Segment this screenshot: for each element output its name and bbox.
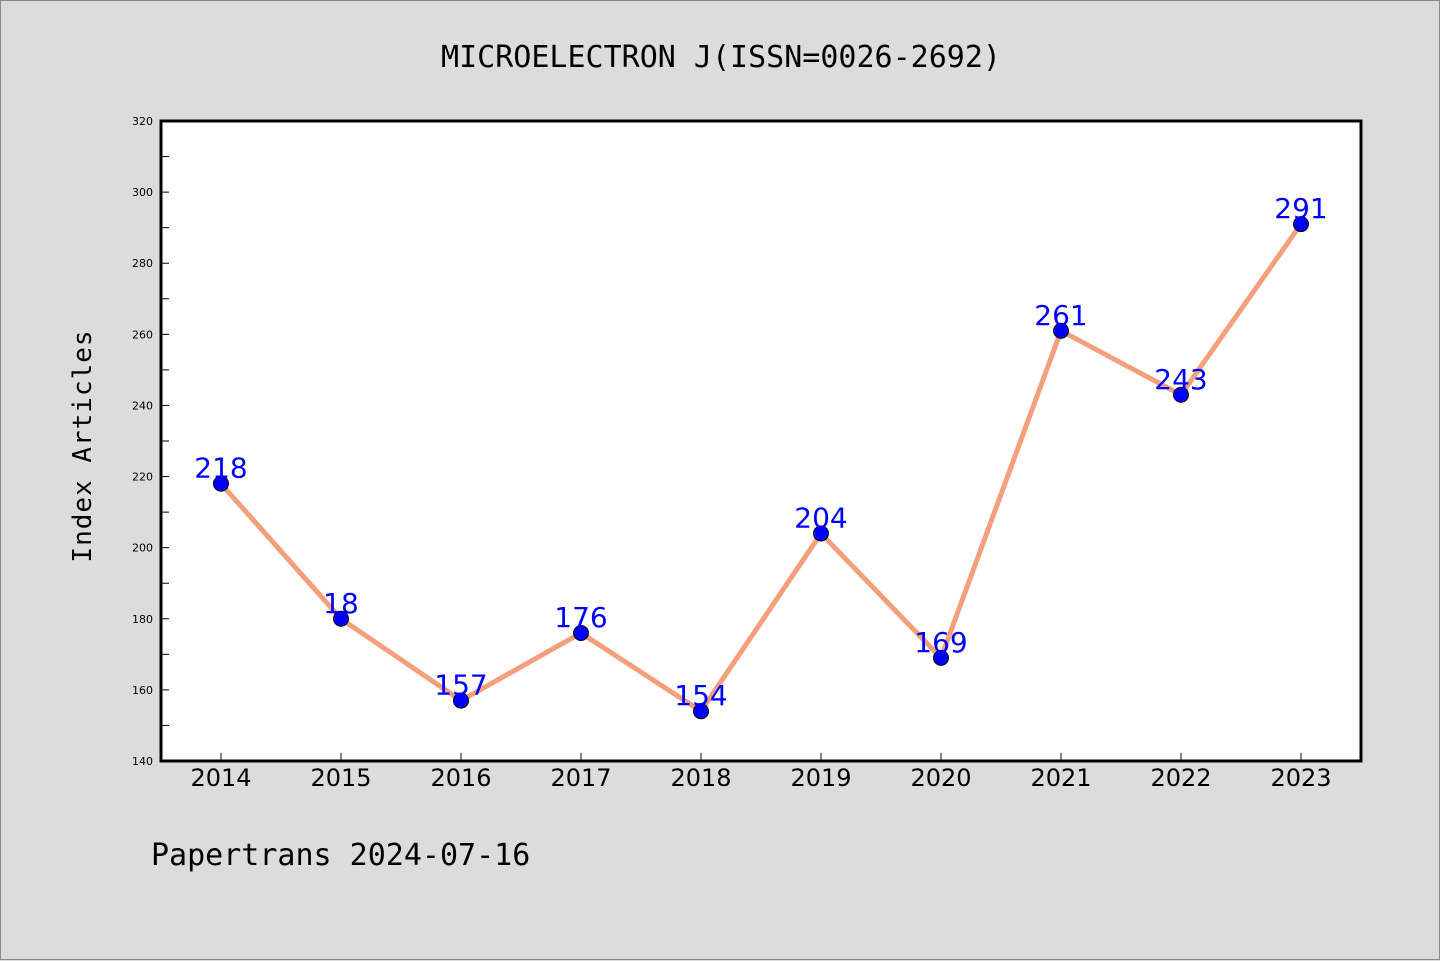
data-label: 261	[1034, 299, 1087, 332]
data-point	[573, 625, 589, 641]
data-point	[453, 692, 469, 709]
data-point	[333, 610, 349, 627]
data-label: 291	[1274, 192, 1327, 225]
data-point	[1173, 386, 1189, 403]
data-point	[813, 525, 829, 542]
y-tick-label: 180	[132, 613, 153, 626]
data-point	[1053, 322, 1069, 339]
x-tick-label: 2015	[310, 764, 371, 792]
data-label: 18	[323, 587, 359, 620]
y-tick-label: 220	[132, 471, 153, 484]
x-tick-label: 2014	[190, 764, 251, 792]
y-tick-label: 160	[132, 684, 153, 697]
y-tick-label: 260	[132, 328, 153, 341]
data-label: 218	[194, 452, 247, 485]
data-label: 157	[434, 669, 487, 702]
data-label: 176	[554, 601, 607, 634]
x-axis: 2014 2015 2016 2017 2018 2019 2020 2021 2022 2023	[190, 753, 1332, 792]
plot-area	[159, 119, 1363, 763]
x-tick-label: 2022	[1150, 764, 1211, 792]
chart-title: MICROELECTRON J(ISSN=0026-2692)	[441, 40, 1001, 75]
x-tick-label: 2017	[550, 764, 611, 792]
marker-layer	[213, 216, 1309, 720]
x-tick-label: 2021	[1030, 764, 1091, 792]
y-tick-label: 240	[132, 399, 153, 412]
x-tick-label: 2019	[790, 764, 851, 792]
x-tick-label: 2016	[430, 764, 491, 792]
series-line	[218, 221, 1304, 714]
data-point	[693, 703, 709, 720]
data-label: 169	[914, 626, 967, 659]
data-point	[213, 475, 229, 492]
y-tick-label: 320	[132, 115, 153, 128]
data-point	[933, 649, 949, 666]
data-label: 154	[674, 679, 727, 712]
data-label: 243	[1154, 363, 1207, 396]
y-tick-label: 140	[132, 755, 153, 768]
y-tick-label: 280	[132, 257, 153, 270]
x-tick-label: 2018	[670, 764, 731, 792]
y-tick-label: 300	[132, 186, 153, 199]
data-point	[1293, 216, 1309, 233]
y-axis: 140 160 180 200 220 240 260 280 300 320	[132, 115, 169, 768]
y-tick-label: 200	[132, 542, 153, 555]
y-axis-label: Index Articles	[68, 329, 98, 562]
footer-text: Papertrans 2024-07-16	[151, 838, 530, 873]
data-label: 204	[794, 501, 847, 534]
series-layer	[218, 221, 1304, 714]
data-label-layer: 218 18 157 176 154 204 169 261 243 291	[194, 192, 1327, 712]
x-tick-label: 2023	[1270, 764, 1331, 792]
x-tick-label: 2020	[910, 764, 971, 792]
